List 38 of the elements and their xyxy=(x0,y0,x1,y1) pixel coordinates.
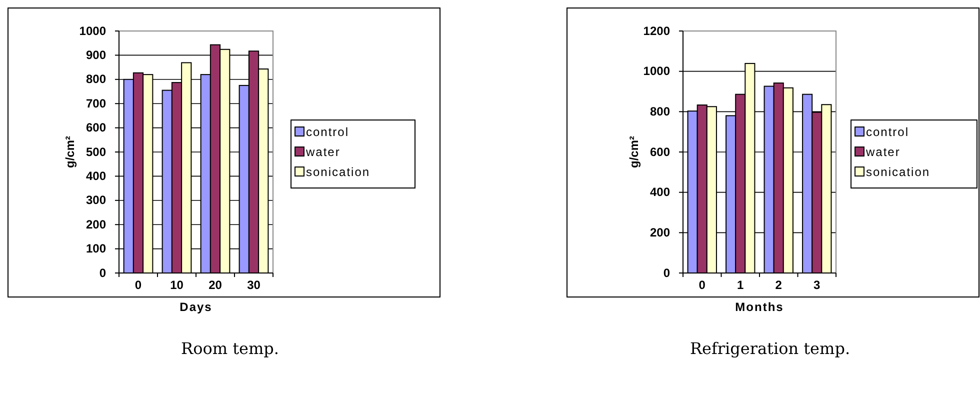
legend-label: control xyxy=(306,125,350,139)
legend-label: sonication xyxy=(306,165,370,179)
y-tick-label: 1000 xyxy=(643,64,670,78)
y-tick-label: 600 xyxy=(86,120,106,135)
y-tick-label: 100 xyxy=(86,242,106,256)
x-axis-title: Days xyxy=(180,300,212,314)
legend-label: sonication xyxy=(866,165,930,179)
legend-label: water xyxy=(865,145,900,159)
y-tick-label: 300 xyxy=(86,193,106,208)
y-tick-label: 1200 xyxy=(643,24,670,38)
y-tick-label: 700 xyxy=(86,96,106,110)
x-tick-label: 30 xyxy=(247,278,261,292)
y-tick-label: 400 xyxy=(86,169,106,184)
y-tick-label: 900 xyxy=(86,48,106,62)
legend-label: water xyxy=(305,145,340,159)
text: Room temp. xyxy=(181,339,279,358)
y-tick-label: 0 xyxy=(663,266,670,280)
x-axis-title: Months xyxy=(735,300,784,314)
y-tick-label: 500 xyxy=(86,144,106,159)
x-tick-label: 3 xyxy=(814,278,821,292)
y-axis-title: g/cm² xyxy=(627,136,641,168)
y-tick-label: 1000 xyxy=(79,24,106,38)
x-tick-label: 20 xyxy=(208,278,222,292)
x-tick-label: 2 xyxy=(775,278,782,292)
x-tick-label: 1 xyxy=(737,278,744,292)
y-tick-label: 0 xyxy=(99,266,106,280)
legend-label: control xyxy=(866,125,910,139)
x-tick-label: 10 xyxy=(170,278,184,292)
y-tick-label: 800 xyxy=(650,104,670,119)
y-tick-label: 200 xyxy=(86,217,106,232)
y-tick-label: 400 xyxy=(650,185,670,200)
x-tick-label: 0 xyxy=(698,278,706,292)
y-tick-label: 200 xyxy=(650,226,670,240)
text: Refrigeration temp. xyxy=(690,339,850,358)
y-tick-label: 600 xyxy=(650,144,670,159)
y-axis-title: g/cm² xyxy=(63,136,77,168)
x-tick-label: 0 xyxy=(134,278,142,292)
y-tick-label: 800 xyxy=(86,72,106,86)
